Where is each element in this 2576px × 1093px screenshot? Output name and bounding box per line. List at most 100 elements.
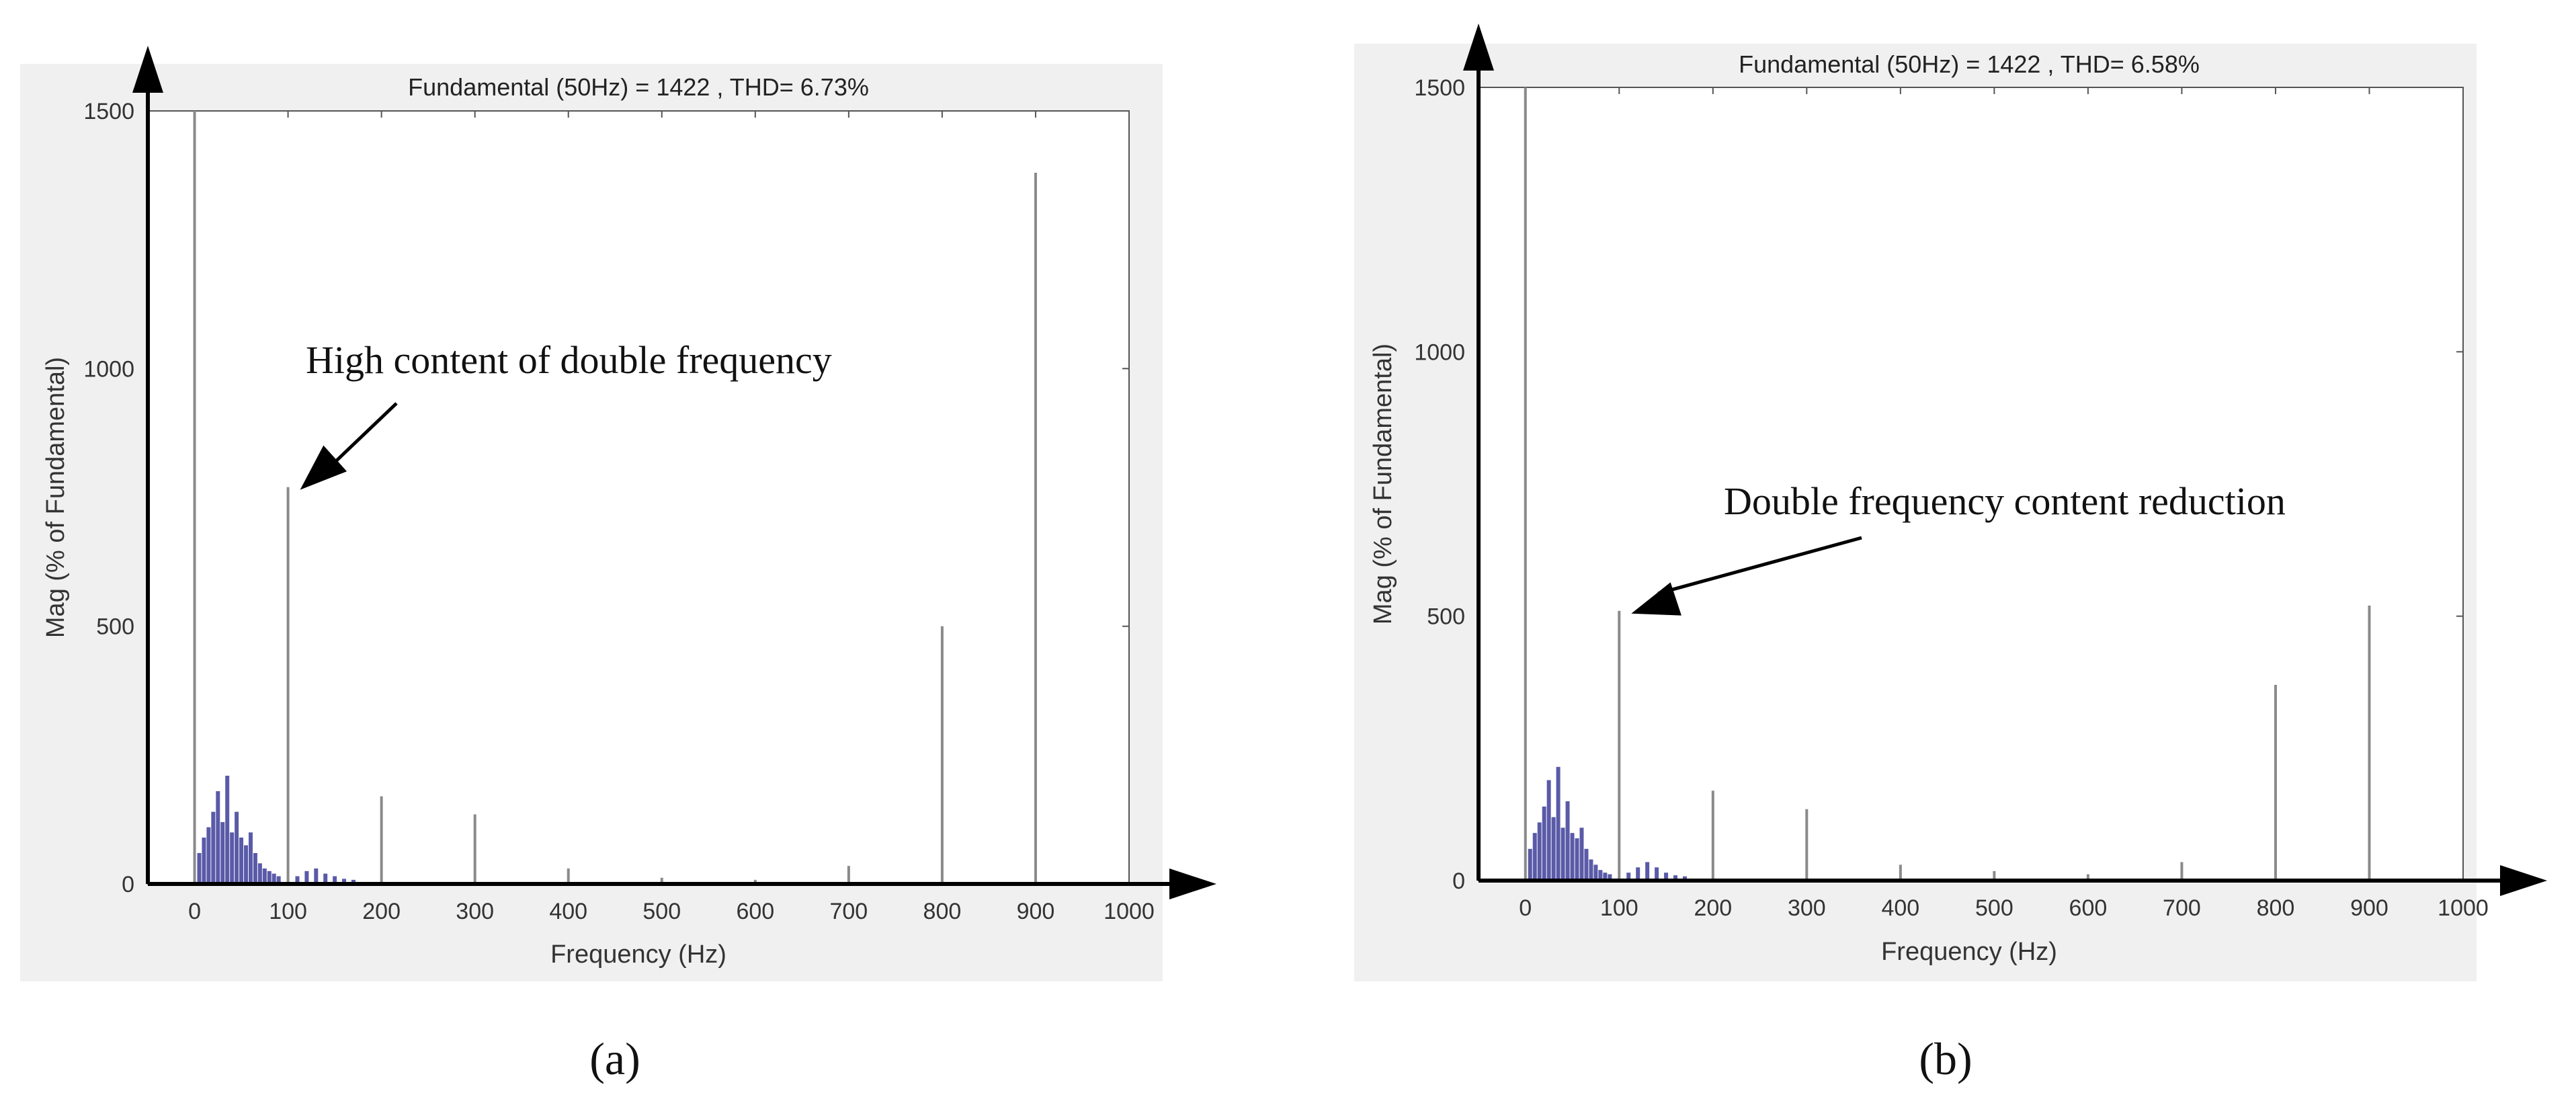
x-tick-label: 900: [1017, 899, 1055, 924]
annotation-arrow-shaft: [325, 402, 398, 471]
harmonic-noise-bar: [244, 845, 248, 884]
harmonic-noise-bar: [295, 876, 300, 884]
y-axis-label: Mag (% of Fundamental): [42, 357, 70, 638]
annotation-text: Double frequency content reduction: [1724, 479, 2286, 523]
harmonic-noise-bar: [235, 811, 239, 884]
x-tick-label: 800: [2257, 895, 2295, 921]
harmonic-noise-bar: [1608, 874, 1612, 881]
x-tick-label: 100: [269, 899, 307, 924]
harmonic-noise-bar: [1528, 848, 1532, 881]
harmonic-noise-bar: [333, 876, 337, 884]
harmonic-noise-bar: [1636, 867, 1640, 881]
x-tick-label: 400: [549, 899, 587, 924]
x-tick-label: 200: [362, 899, 401, 924]
harmonic-noise-bar: [304, 871, 309, 884]
annotation-arrow: [300, 402, 398, 490]
y-tick-label: 1000: [83, 356, 134, 382]
harmonic-noise-bar: [1673, 875, 1677, 881]
y-tick-label: 0: [1452, 868, 1465, 894]
x-tick-label: 700: [829, 899, 868, 924]
harmonic-noise-bar: [1598, 870, 1603, 881]
x-axis-label: Frequency (Hz): [550, 940, 726, 969]
x-axis-arrowhead: [2500, 865, 2547, 896]
x-tick-label: 200: [1694, 895, 1732, 921]
x-tick-label: 500: [642, 899, 681, 924]
harmonic-noise-bar: [1551, 817, 1556, 881]
harmonic-noise-bar: [1561, 827, 1565, 881]
harmonic-noise-bar: [342, 879, 346, 884]
harmonic-noise-bar: [1575, 838, 1579, 881]
harmonic-noise-bar: [1593, 864, 1598, 881]
annotation-text: High content of double frequency: [306, 338, 832, 382]
harmonic-noise-bar: [276, 876, 281, 884]
plot-area: [147, 110, 1130, 885]
harmonic-noise-bar: [1537, 822, 1542, 881]
y-tick-label: 1500: [83, 99, 134, 124]
chart-title: Fundamental (50Hz) = 1422 , THD= 6.73%: [408, 73, 869, 101]
chart-title: Fundamental (50Hz) = 1422 , THD= 6.58%: [1739, 50, 2200, 78]
x-tick-label: 100: [1600, 895, 1638, 921]
harmonic-noise-bar: [225, 776, 230, 884]
y-tick-label: 500: [96, 614, 134, 640]
chart-panel-a: Fundamental (50Hz) = 1422 , THD= 6.73% 0…: [0, 0, 1250, 1093]
x-ticks: 0 100 200 300 400 500 600 700 800 900 1000: [188, 111, 1155, 924]
harmonic-noise-bar: [202, 838, 206, 884]
x-tick-label: 600: [736, 899, 774, 924]
y-tick-label: 1000: [1414, 339, 1465, 365]
harmonic-noise-bar: [262, 868, 267, 884]
harmonic-noise-bar: [1532, 833, 1537, 881]
harmonic-noise-bar: [1565, 801, 1570, 881]
x-tick-label: 900: [2350, 895, 2388, 921]
x-tick-label: 800: [923, 899, 962, 924]
y-tick-label: 500: [1427, 604, 1465, 630]
plot-area: [1478, 87, 2464, 881]
x-tick-label: 1000: [1104, 899, 1155, 924]
y-tick-label: 1500: [1414, 75, 1465, 101]
harmonic-noise-bar: [206, 827, 211, 884]
x-tick-label: 0: [1519, 895, 1532, 921]
fft-chart-a: Fundamental (50Hz) = 1422 , THD= 6.73% 0…: [20, 46, 1216, 1084]
harmonic-noise-bar: [1664, 873, 1669, 881]
harmonic-noise-bar: [351, 879, 356, 884]
harmonic-noise-bar: [197, 853, 202, 884]
harmonic-noise-bar: [257, 863, 262, 884]
harmonic-noise-bar: [216, 791, 220, 884]
harmonic-noise-bar: [1579, 827, 1584, 881]
x-tick-label: 500: [1975, 895, 2013, 921]
x-ticks: 0 100 200 300 400 500 600 700 800 900 1000: [1519, 87, 2489, 921]
x-axis-arrowhead: [1169, 868, 1216, 899]
y-axis-label: Mag (% of Fundamental): [1369, 343, 1397, 624]
y-ticks: 0 500 1000 1500: [83, 99, 1129, 897]
annotation-arrowhead: [300, 445, 347, 490]
annotation-arrow-shaft: [1657, 536, 1862, 596]
x-tick-label: 700: [2163, 895, 2201, 921]
harmonic-noise-bar: [248, 832, 253, 884]
spectrum-bars: [1524, 87, 2371, 881]
x-tick-label: 400: [1881, 895, 1919, 921]
harmonic-noise-bar: [220, 822, 225, 884]
harmonic-noise-bar: [1626, 873, 1631, 881]
harmonic-noise-bar: [314, 868, 319, 884]
fft-chart-b: Fundamental (50Hz) = 1422 , THD= 6.58% 0…: [1354, 24, 2547, 1084]
chart-panel-b: Fundamental (50Hz) = 1422 , THD= 6.58% 0…: [1331, 0, 2576, 1093]
harmonic-noise-bar: [1546, 780, 1551, 881]
x-tick-label: 300: [1788, 895, 1826, 921]
panel-label: (b): [1919, 1033, 1972, 1084]
x-tick-label: 600: [2069, 895, 2108, 921]
harmonic-noise-bar: [1589, 859, 1593, 881]
harmonic-noise-bar: [253, 853, 257, 884]
harmonic-noise-bar: [239, 838, 244, 884]
x-tick-label: 1000: [2438, 895, 2489, 921]
harmonic-noise-bar: [1645, 862, 1650, 881]
harmonic-noise-bar: [211, 811, 216, 884]
x-axis-label: Frequency (Hz): [1881, 938, 2057, 966]
harmonic-noise-bar: [1603, 873, 1608, 881]
annotation-arrowhead: [1631, 582, 1681, 616]
harmonic-noise-bar: [1570, 833, 1575, 881]
harmonic-noise-bar: [272, 873, 276, 884]
harmonic-noise-bar: [1556, 766, 1561, 881]
x-tick-label: 300: [456, 899, 494, 924]
y-axis-arrowhead: [1463, 24, 1494, 71]
panel-label: (a): [589, 1033, 640, 1084]
x-tick-label: 0: [188, 899, 201, 924]
